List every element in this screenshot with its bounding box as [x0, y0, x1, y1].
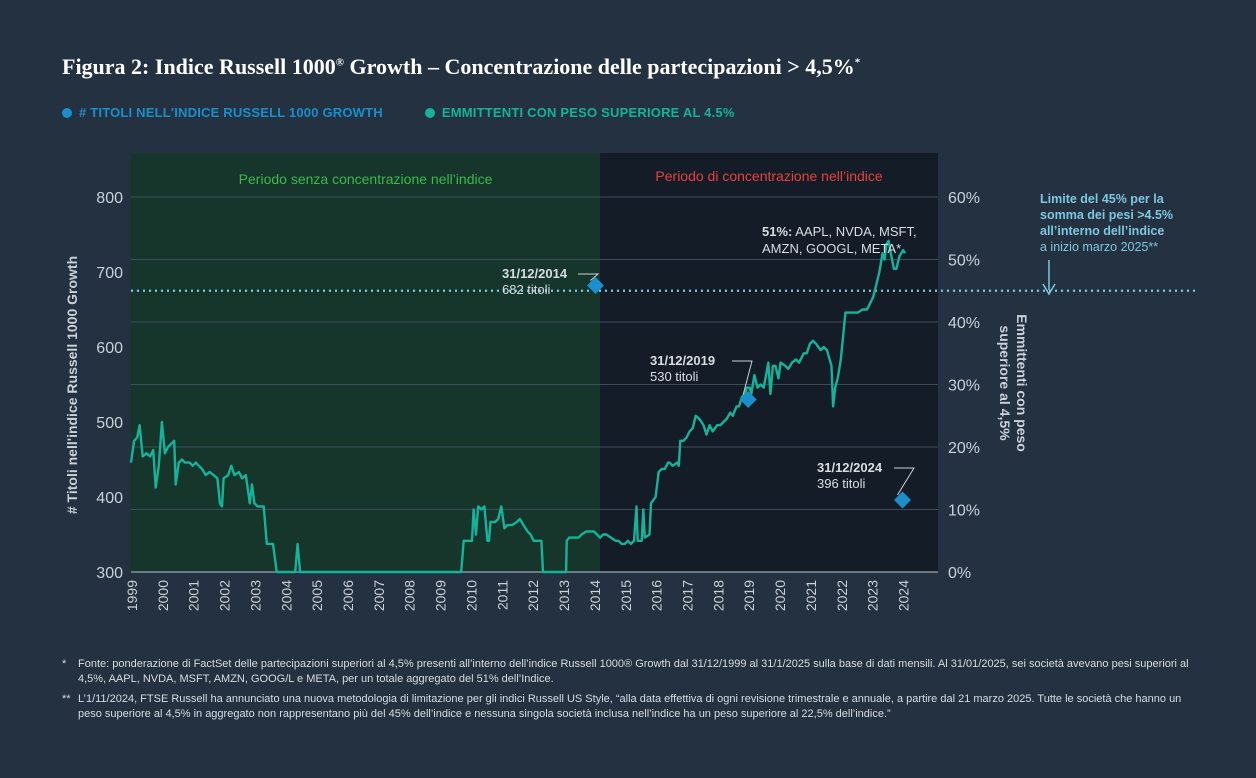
x-axis-tick: 2001 [186, 580, 202, 611]
x-axis-tick: 2024 [896, 580, 912, 611]
x-axis-tick: 2014 [587, 580, 603, 611]
period-1-background [131, 153, 601, 572]
left-axis-tick: 400 [96, 490, 123, 507]
x-axis-tick: 2008 [402, 580, 418, 611]
x-axis-tick: 1999 [124, 580, 140, 611]
x-axis-tick: 2010 [463, 580, 479, 611]
x-axis-tick: 2012 [525, 580, 541, 611]
limit-arrow-head [1042, 283, 1056, 296]
x-axis-tick: 2019 [741, 580, 757, 611]
right-axis-title-line-2: superiore al 4,5% [997, 325, 1013, 441]
marker-leader [732, 360, 753, 395]
marker-leader [578, 273, 600, 281]
x-axis-tick: 2017 [679, 580, 695, 611]
marker-diamond [739, 391, 757, 408]
marker-label: 530 titoli [650, 369, 699, 384]
legend-item-count: # TITOLI NELL'INDICE RUSSELL 1000 GROWTH [62, 105, 383, 120]
marker-label: 682 titoli [502, 282, 551, 297]
marker-label: 396 titoli [817, 476, 866, 491]
footnote-1: * Fonte: ponderazione di FactSet delle p… [62, 658, 1189, 685]
x-axis-tick: 2023 [865, 580, 881, 611]
x-axis-tick: 2021 [803, 580, 819, 611]
series-line [129, 239, 907, 574]
chart-title: Figura 2: Indice Russell 1000® Growth – … [62, 54, 861, 79]
marker-date: 31/12/2014 [502, 266, 568, 281]
right-axis-tick: 20% [948, 440, 980, 457]
x-axis-tick: 2018 [710, 580, 726, 611]
left-axis-title: # Titoli nell'indice Russell 1000 Growth [64, 256, 80, 514]
x-axis-tick: 2020 [772, 580, 788, 611]
x-axis-tick: 2009 [433, 580, 449, 611]
x-axis-tick: 2005 [309, 580, 325, 611]
left-axis-tick: 500 [96, 415, 123, 432]
x-axis-tick: 2002 [217, 580, 233, 611]
chart-canvas: Periodo senza concentrazione nell’indice… [64, 153, 1195, 611]
right-axis-tick: 40% [948, 315, 980, 332]
limit-label-line-1: Limite del 45% per la [1040, 192, 1165, 206]
x-axis-tick: 2006 [340, 580, 356, 611]
chart-legend: # TITOLI NELL'INDICE RUSSELL 1000 GROWTH… [62, 105, 735, 120]
footnotes: * Fonte: ponderazione di FactSet delle p… [62, 657, 1202, 727]
left-axis-tick: 700 [96, 265, 123, 282]
period-2-label: Periodo di concentrazione nell’indice [655, 168, 882, 184]
x-axis-tick: 2000 [155, 580, 171, 611]
legend-dot-icon [62, 107, 72, 118]
right-axis-tick: 50% [948, 253, 980, 270]
x-axis-tick: 2013 [556, 580, 572, 611]
left-axis-tick: 300 [96, 565, 123, 582]
right-axis-tick: 10% [948, 503, 980, 520]
legend-dot-icon [424, 107, 435, 118]
limit-label-line-2: somma dei pesi >4.5% [1040, 208, 1173, 222]
marker-diamond [586, 277, 604, 294]
x-axis-tick: 2003 [247, 580, 263, 611]
x-axis-tick: 2004 [278, 580, 294, 611]
x-axis-tick: 2015 [618, 580, 634, 611]
marker-date: 31/12/2019 [650, 353, 715, 368]
callout-rest: AAPL, NVDA, MSFT, [792, 224, 916, 239]
legend-item-issuers: EMMITTENTI CON PESO SUPERIORE AL 4.5% [424, 105, 735, 120]
marker-date: 31/12/2024 [817, 460, 883, 475]
right-axis-tick: 60% [948, 190, 980, 207]
right-axis-tick: 30% [948, 378, 980, 395]
x-axis-tick: 2016 [649, 580, 665, 611]
x-axis-tick: 2011 [494, 580, 510, 610]
right-axis-title-line-1: Emmittenti con peso [1014, 314, 1030, 452]
left-axis-tick: 800 [96, 190, 123, 207]
marker-diamond [894, 491, 911, 509]
marker-leader [894, 467, 915, 496]
callout-bold: 51%: [762, 224, 792, 239]
x-axis-tick: 2007 [371, 580, 387, 611]
period-1-label: Periodo senza concentrazione nell’indice [239, 171, 493, 187]
x-axis-tick: 2022 [834, 580, 850, 611]
right-axis-tick: 0% [948, 565, 971, 582]
callout-line-1: 51%: AAPL, NVDA, MSFT, [762, 224, 917, 239]
limit-sublabel: a inizio marzo 2025** [1040, 240, 1158, 254]
left-axis-tick: 600 [96, 340, 123, 357]
limit-label-line-3: all’interno dell’indice [1040, 224, 1164, 238]
callout-line-2: AMZN, GOOGL, META* [762, 241, 901, 256]
footnote-2: ** L’1/11/2024, FTSE Russell ha annuncia… [62, 693, 1182, 720]
